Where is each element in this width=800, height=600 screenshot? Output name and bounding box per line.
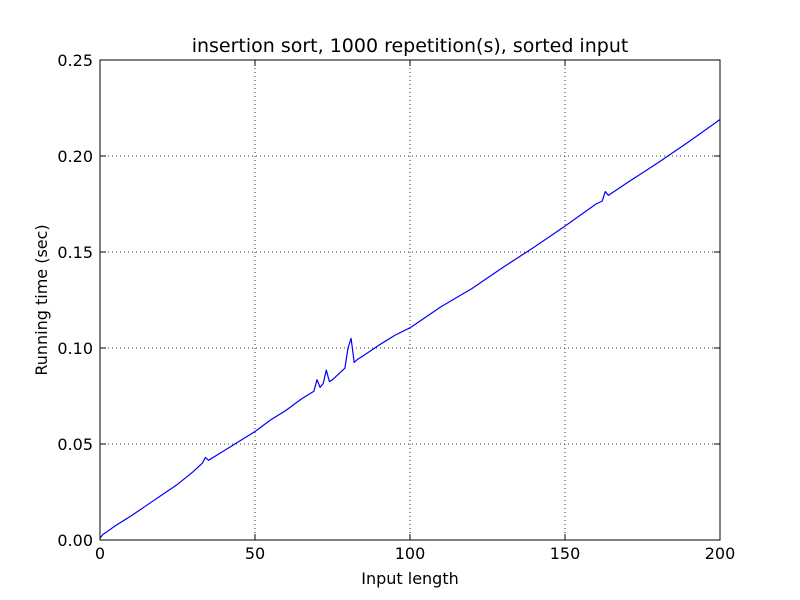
y-tick-label: 0.15 <box>57 243 93 262</box>
series-line <box>99 119 721 539</box>
x-tick-label: 150 <box>550 544 581 563</box>
x-axis-label: Input length <box>361 569 459 588</box>
y-tick-label: 0.05 <box>57 435 93 454</box>
y-tick-label: 0.00 <box>57 531 93 550</box>
x-tick-label: 0 <box>95 544 105 563</box>
ticks: 0 50 100 150 200 0.00 0.05 0.10 0.15 0.20 0.25 <box>57 51 735 563</box>
series-layer <box>99 119 721 539</box>
x-tick-label: 200 <box>705 544 736 563</box>
y-tick-label: 0.20 <box>57 147 93 166</box>
x-tick-label: 100 <box>395 544 426 563</box>
y-axis-label: Running time (sec) <box>32 224 51 375</box>
y-tick-label: 0.25 <box>57 51 93 70</box>
x-tick-label: 50 <box>245 544 265 563</box>
y-tick-label: 0.10 <box>57 339 93 358</box>
chart-title: insertion sort, 1000 repetition(s), sort… <box>192 35 629 57</box>
